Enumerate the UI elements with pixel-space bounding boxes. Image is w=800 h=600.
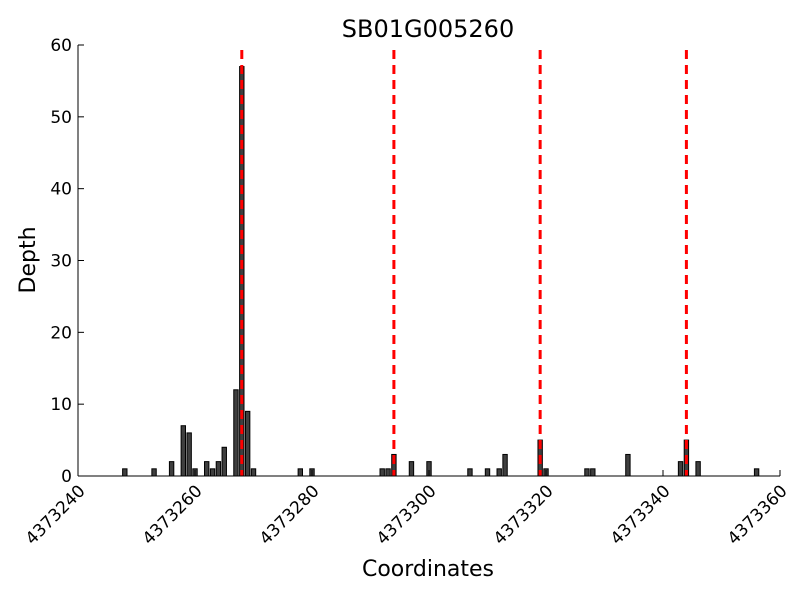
x-axis-label: Coordinates	[362, 557, 494, 582]
y-tick-label-2: 20	[50, 323, 72, 343]
bar-0	[122, 468, 128, 477]
x-tick-label-4: 4373320	[490, 481, 558, 549]
bar-1	[151, 468, 157, 477]
x-tick-label-1: 4373260	[139, 481, 207, 549]
bar-7	[209, 468, 216, 477]
y-tick-label-1: 10	[50, 395, 72, 415]
bar-28	[590, 468, 596, 477]
bar-10	[233, 389, 239, 477]
chart-title: SB01G005260	[342, 15, 514, 43]
reference-lines-layer	[240, 50, 688, 476]
y-axis-label: Depth	[16, 226, 41, 293]
bar-16	[379, 468, 385, 477]
bar-12	[244, 410, 251, 477]
bar-4	[186, 432, 192, 477]
bar-33	[753, 468, 760, 477]
axes-layer	[77, 45, 780, 477]
bar-2	[168, 461, 175, 477]
bar-21	[467, 468, 473, 477]
bar-30	[677, 461, 684, 477]
y-tick-label-4: 40	[50, 180, 72, 200]
bar-24	[502, 453, 508, 477]
bar-14	[297, 468, 303, 477]
bars-layer	[122, 66, 760, 477]
bar-9	[221, 446, 227, 477]
bar-19	[408, 461, 415, 477]
x-tick-label-6: 4373360	[724, 481, 792, 549]
bar-22	[484, 468, 491, 477]
ticks-layer: 0 10 20 30 40 50 60 4373240 4373260 4373280 437330…	[22, 36, 792, 549]
x-tick-label-0: 4373240	[22, 481, 90, 549]
y-tick-label-0: 0	[61, 467, 72, 487]
bar-8	[215, 461, 222, 477]
x-tick-label-2: 4373280	[256, 481, 324, 549]
y-tick-label-5: 50	[50, 108, 72, 128]
bar-23	[496, 468, 502, 477]
x-tick-label-3: 4373300	[373, 481, 441, 549]
bar-3	[180, 425, 187, 477]
bar-32	[695, 461, 701, 477]
bar-13	[250, 468, 257, 477]
x-tick-label-5: 4373340	[607, 481, 675, 549]
bar-29	[625, 453, 631, 477]
bar-6	[204, 461, 210, 477]
y-tick-label-6: 60	[50, 36, 72, 56]
bar-17	[385, 468, 391, 477]
bar-27	[584, 468, 590, 477]
y-tick-label-3: 30	[50, 252, 72, 272]
